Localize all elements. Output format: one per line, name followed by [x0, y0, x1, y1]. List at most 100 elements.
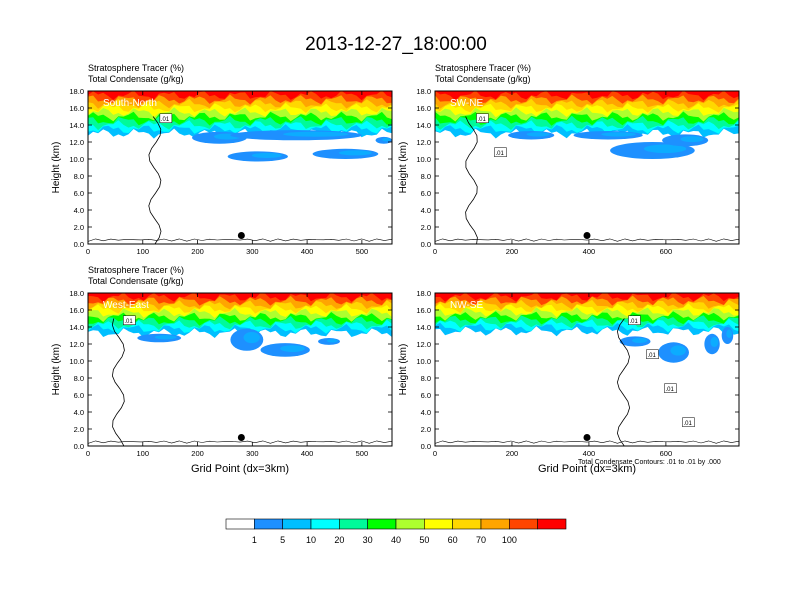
tracer-patch-core-4: [382, 137, 391, 142]
x-tick-label: 300: [246, 449, 259, 458]
panel-inset-label: West-East: [103, 300, 149, 311]
contour-label-1: .01: [495, 151, 504, 157]
tracer-band-0: [88, 293, 392, 303]
tracer-patch-core-0: [280, 345, 305, 352]
x-tick-label: 400: [583, 247, 596, 256]
colorbar-swatch-5: [367, 518, 397, 530]
y-tick-label: 4.0: [421, 408, 431, 417]
contour-note: Total Condensate Contours: .01 to .01 by…: [578, 459, 721, 466]
y-tick-label: 12.0: [69, 340, 84, 349]
plot-area: .01: [88, 293, 392, 446]
plot-area: .01: [88, 91, 392, 244]
y-tick-label: 2.0: [421, 223, 431, 232]
contour-label-box-3: [682, 417, 695, 427]
contour-label-box-0: [159, 113, 173, 123]
x-tick-label: 200: [191, 247, 204, 256]
contour-label-box-0: [628, 315, 641, 325]
contour-label-0: .01: [124, 319, 133, 325]
colorbar: 1 5 10 20 30 40 50 60 70 100: [225, 518, 567, 545]
x-axis-label: Grid Point (dx=3km): [538, 463, 636, 475]
plot-frame: [434, 90, 740, 245]
x-tick-label: 500: [356, 449, 369, 458]
x-tick-label: 0: [433, 449, 437, 458]
contour-label-2: .01: [665, 387, 674, 393]
x-tick-label: 200: [191, 449, 204, 458]
y-tick-label: 4.0: [421, 206, 431, 215]
panel-subtitle-condensate: Total Condensate (g/kg): [88, 276, 184, 286]
x-tick-label: 600: [660, 449, 673, 458]
colorbar-swatch-7: [424, 518, 453, 530]
y-axis-label: Height (km): [398, 344, 409, 396]
y-tick-label: 18.0: [69, 289, 84, 298]
plot-frame: [87, 292, 393, 447]
plot-frame: [87, 90, 393, 245]
x-tick-label: 0: [86, 449, 90, 458]
y-tick-label: 2.0: [421, 425, 431, 434]
y-tick-label: 6.0: [74, 391, 84, 400]
colorbar-label-3: 20: [334, 535, 344, 545]
tracer-band-0: [435, 293, 739, 302]
contour-label-0: .01: [629, 319, 638, 325]
colorbar-swatch-1: [254, 518, 283, 530]
y-tick-label: 6.0: [421, 391, 431, 400]
colorbar-label-9: 100: [502, 535, 517, 545]
tracer-patch-core-0: [670, 345, 686, 356]
contour-label-box-1: [646, 349, 659, 359]
y-tick-label: 16.0: [416, 104, 431, 113]
y-axis-label: Height (km): [51, 142, 62, 194]
y-tick-label: 10.0: [416, 155, 431, 164]
surface-contour: [88, 440, 392, 444]
contour-label-1: .01: [647, 353, 656, 359]
colorbar-label-8: 70: [476, 535, 486, 545]
plot-frame: [434, 292, 740, 447]
y-tick-label: 16.0: [69, 104, 84, 113]
y-tick-label: 4.0: [74, 408, 84, 417]
y-tick-label: 12.0: [69, 138, 84, 147]
y-tick-label: 0.0: [74, 240, 84, 249]
x-tick-label: 600: [660, 247, 673, 256]
y-axis-label: Height (km): [51, 344, 62, 396]
y-tick-label: 14.0: [69, 323, 84, 332]
panel-subtitle-tracer: Stratosphere Tracer (%): [88, 63, 184, 73]
colorbar-swatch-4: [339, 518, 368, 530]
x-tick-label: 500: [356, 247, 369, 256]
contour-label-0: .01: [477, 117, 486, 123]
y-tick-label: 0.0: [421, 442, 431, 451]
y-tick-label: 18.0: [416, 289, 431, 298]
surface-contour: [435, 238, 739, 242]
y-tick-label: 4.0: [74, 206, 84, 215]
panel-inset-label: South-North: [103, 98, 157, 109]
y-tick-label: 10.0: [416, 357, 431, 366]
tracer-band-1: [88, 91, 392, 105]
condensate-contour: [465, 116, 478, 244]
tracer-patch-core-1: [243, 332, 260, 344]
tracer-patch-core-1: [632, 337, 648, 343]
panel-subtitle-condensate: Total Condensate (g/kg): [435, 74, 531, 84]
y-tick-label: 18.0: [416, 87, 431, 96]
colorbar-label-5: 40: [391, 535, 401, 545]
y-tick-label: 16.0: [416, 306, 431, 315]
colorbar-swatch-6: [395, 518, 425, 530]
x-tick-label: 100: [137, 449, 150, 458]
y-tick-label: 8.0: [74, 172, 84, 181]
x-axis-label: Grid Point (dx=3km): [191, 463, 289, 475]
condensate-contour: [616, 318, 631, 446]
tracer-patch-core-3: [680, 136, 704, 143]
location-marker: [237, 434, 245, 441]
figure-title: 2013-12-27_18:00:00: [305, 34, 487, 55]
colorbar-label-4: 30: [363, 535, 373, 545]
y-tick-label: 12.0: [416, 340, 431, 349]
tracer-patch-core-3: [282, 131, 349, 137]
y-tick-label: 18.0: [69, 87, 84, 96]
plot-area: .01 .01 .01 .01: [435, 293, 739, 446]
panel-subtitle-tracer: Stratosphere Tracer (%): [88, 265, 184, 275]
y-tick-label: 0.0: [74, 442, 84, 451]
x-tick-label: 200: [506, 247, 519, 256]
x-tick-label: 0: [86, 247, 90, 256]
colorbar-label-6: 50: [419, 535, 429, 545]
contour-label-box-1: [494, 147, 507, 157]
x-tick-label: 100: [137, 247, 150, 256]
colorbar-label-2: 10: [306, 535, 316, 545]
y-tick-label: 10.0: [69, 357, 84, 366]
tracer-patch-core-3: [326, 339, 338, 343]
